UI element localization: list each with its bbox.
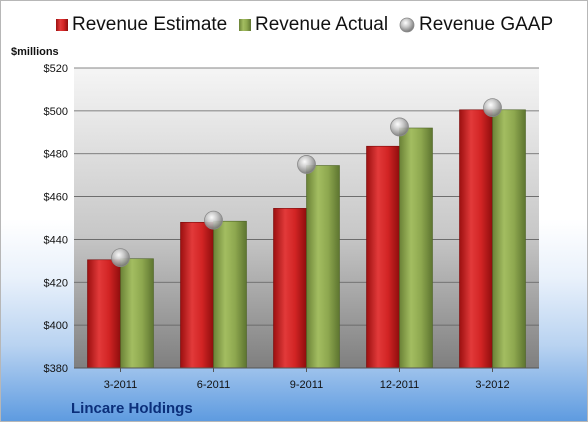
y-tick-label: $520	[44, 63, 68, 75]
bar-revenue-estimate	[459, 109, 493, 369]
company-name: Lincare Holdings	[71, 400, 193, 417]
legend-swatch-estimate	[56, 19, 68, 31]
x-tick-label: 6-2011	[197, 379, 230, 391]
bar-revenue-actual	[492, 109, 526, 369]
y-tick-label: $380	[44, 363, 68, 375]
bar-revenue-estimate	[366, 145, 400, 369]
marker-revenue-gaap	[204, 210, 223, 230]
legend-label-estimate: Revenue Estimate	[72, 14, 227, 35]
x-axis: 3-2011 6-2011 9-2011 12-2011 3-2012	[104, 368, 510, 391]
bar-revenue-actual	[213, 220, 247, 369]
gaap-markers	[111, 98, 502, 268]
bar-revenue-estimate	[273, 208, 307, 369]
y-axis: $380 $400 $420 $440 $460 $480 $500 $520	[44, 63, 68, 375]
marker-revenue-gaap	[111, 248, 130, 268]
x-tick-label: 3-2012	[475, 379, 509, 391]
bar-revenue-actual	[120, 258, 154, 369]
y-tick-label: $440	[44, 234, 68, 246]
y-tick-label: $400	[44, 320, 68, 332]
marker-revenue-gaap	[483, 98, 502, 118]
y-tick-label: $500	[44, 106, 68, 118]
legend-swatch-actual	[239, 19, 251, 31]
x-tick-label: 12-2011	[380, 379, 420, 391]
marker-revenue-gaap	[390, 117, 409, 137]
legend-label-gaap: Revenue GAAP	[419, 14, 553, 35]
unit-label: $millions	[11, 46, 59, 58]
marker-revenue-gaap	[297, 155, 316, 174]
x-tick-label: 3-2011	[104, 379, 137, 391]
y-tick-label: $480	[44, 149, 68, 161]
y-tick-label: $460	[44, 192, 68, 204]
bars	[87, 109, 526, 369]
legend-swatch-gaap	[399, 17, 415, 33]
y-tick-label: $420	[44, 277, 68, 289]
legend-label-actual: Revenue Actual	[255, 14, 388, 35]
bar-revenue-actual	[399, 127, 433, 369]
bar-revenue-actual	[306, 165, 340, 369]
bar-revenue-estimate	[87, 259, 121, 369]
x-tick-label: 9-2011	[290, 379, 323, 391]
bar-revenue-estimate	[180, 221, 214, 369]
legend: Revenue Estimate Revenue Actual Revenue …	[56, 14, 553, 35]
